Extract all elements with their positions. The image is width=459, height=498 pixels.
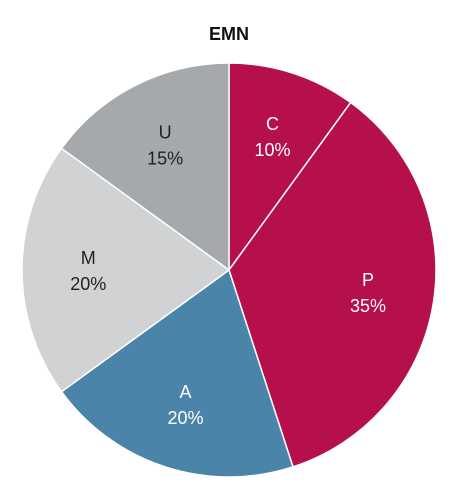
slice-value-c: 10% (254, 140, 290, 160)
pie-slice-m (21, 147, 231, 393)
slice-value-u: 15% (147, 149, 183, 169)
pie-slices (21, 62, 437, 478)
pie-slice-p (228, 101, 437, 468)
slice-value-m: 20% (70, 274, 106, 294)
slice-label-a: A (179, 382, 191, 402)
slice-value-a: 20% (167, 408, 203, 428)
pie-labels: C 10% P 35% A 20% M 20% U 15% (70, 114, 386, 428)
pie-slice-c (228, 62, 352, 273)
slice-label-u: U (159, 123, 172, 143)
slice-label-c: C (266, 114, 279, 134)
slice-label-m: M (81, 248, 96, 268)
pie-slice-a (60, 268, 294, 478)
slice-label-p: P (362, 270, 374, 290)
chart-title: EMN (209, 24, 249, 44)
slice-value-p: 35% (350, 296, 386, 316)
pie-slice-u (60, 62, 230, 272)
